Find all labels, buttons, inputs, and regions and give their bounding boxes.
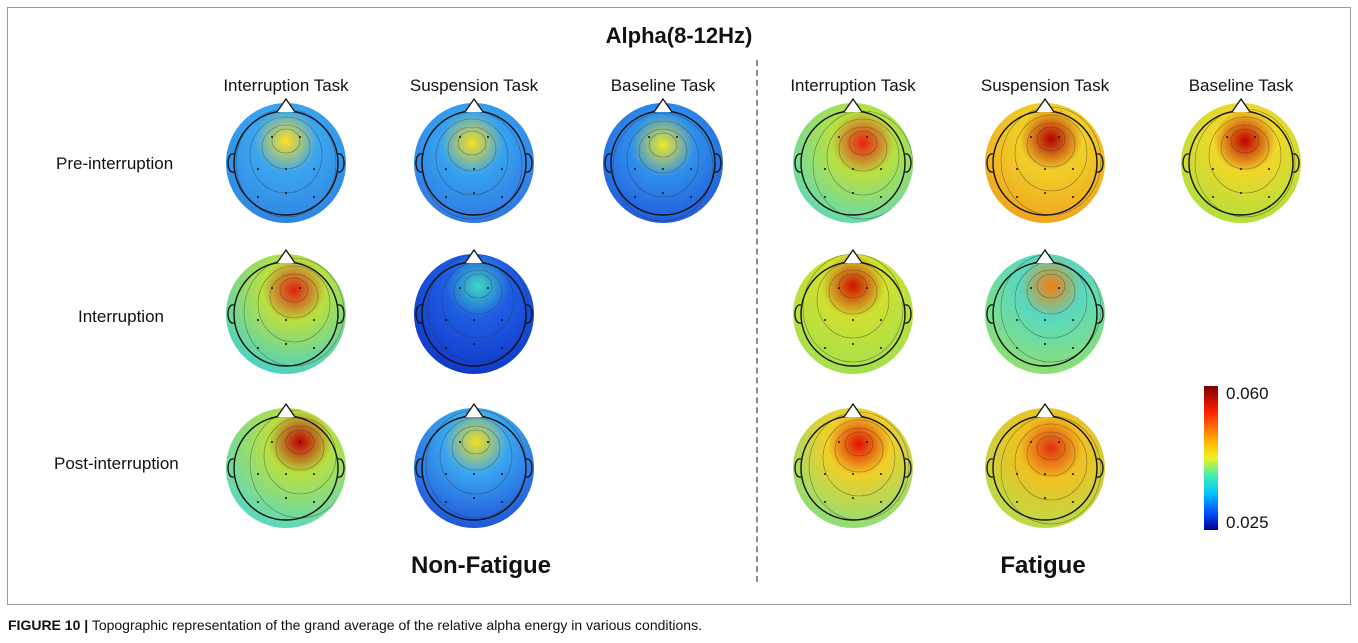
column-header-interruption-fatigue: Interruption Task bbox=[790, 76, 916, 95]
colorbar-min-label: 0.025 bbox=[1226, 513, 1269, 532]
column-header-suspension-nonfatigue: Suspension Task bbox=[409, 76, 539, 95]
figure-frame bbox=[7, 7, 1351, 605]
scalp-topography-map bbox=[793, 402, 913, 528]
group-label-fatigue: Fatigue bbox=[1000, 552, 1086, 579]
caption-text: Topographic representation of the grand … bbox=[91, 617, 702, 633]
colorbar bbox=[1204, 386, 1218, 530]
figure-caption: FIGURE 10 | Topographic representation o… bbox=[8, 617, 702, 633]
scalp-topography-map bbox=[226, 402, 346, 528]
column-header-baseline-nonfatigue: Baseline Task bbox=[610, 76, 716, 95]
condition-divider bbox=[756, 60, 758, 582]
row-header-post-interruption: Post-interruption bbox=[54, 454, 179, 473]
column-header-baseline-fatigue: Baseline Task bbox=[1188, 76, 1294, 95]
scalp-topography-map bbox=[603, 97, 723, 223]
column-header-interruption-nonfatigue: Interruption Task bbox=[223, 76, 349, 95]
scalp-topography-map bbox=[793, 248, 913, 374]
scalp-topography-map bbox=[226, 248, 346, 374]
scalp-topography-map bbox=[414, 248, 534, 374]
row-header-interruption: Interruption bbox=[78, 307, 164, 326]
band-title: Alpha(8-12Hz) bbox=[605, 23, 753, 48]
group-label-non-fatigue: Non-Fatigue bbox=[411, 552, 551, 579]
scalp-topography-map bbox=[1181, 97, 1301, 223]
scalp-topography-map bbox=[985, 97, 1105, 223]
scalp-topography-map bbox=[226, 97, 346, 223]
scalp-topography-map bbox=[414, 97, 534, 223]
scalp-topography-map bbox=[985, 402, 1105, 528]
scalp-topography-map bbox=[985, 248, 1105, 374]
scalp-topography-map bbox=[414, 402, 534, 528]
column-header-suspension-fatigue: Suspension Task bbox=[980, 76, 1110, 95]
colorbar-max-label: 0.060 bbox=[1226, 384, 1269, 403]
caption-label: FIGURE 10 | bbox=[8, 617, 89, 633]
row-header-pre-interruption: Pre-interruption bbox=[56, 154, 174, 173]
scalp-topography-map bbox=[793, 97, 913, 223]
